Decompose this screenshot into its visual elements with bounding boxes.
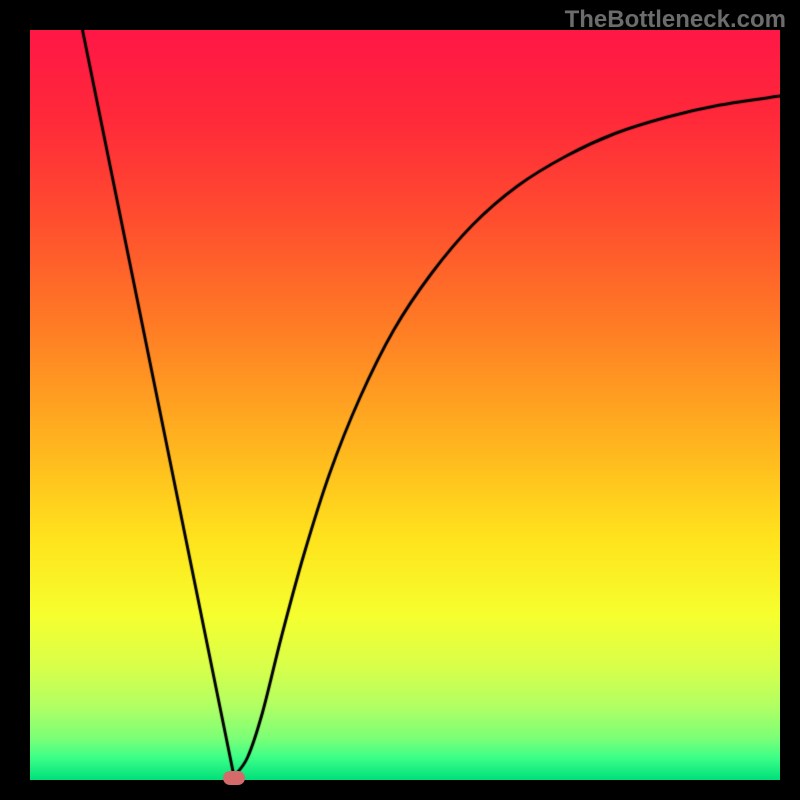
plot-area: [30, 30, 780, 780]
watermark-text: TheBottleneck.com: [565, 6, 786, 34]
bottleneck-curve: [30, 30, 780, 780]
chart-stage: TheBottleneck.com: [0, 0, 800, 800]
optimal-point-marker: [223, 771, 245, 785]
